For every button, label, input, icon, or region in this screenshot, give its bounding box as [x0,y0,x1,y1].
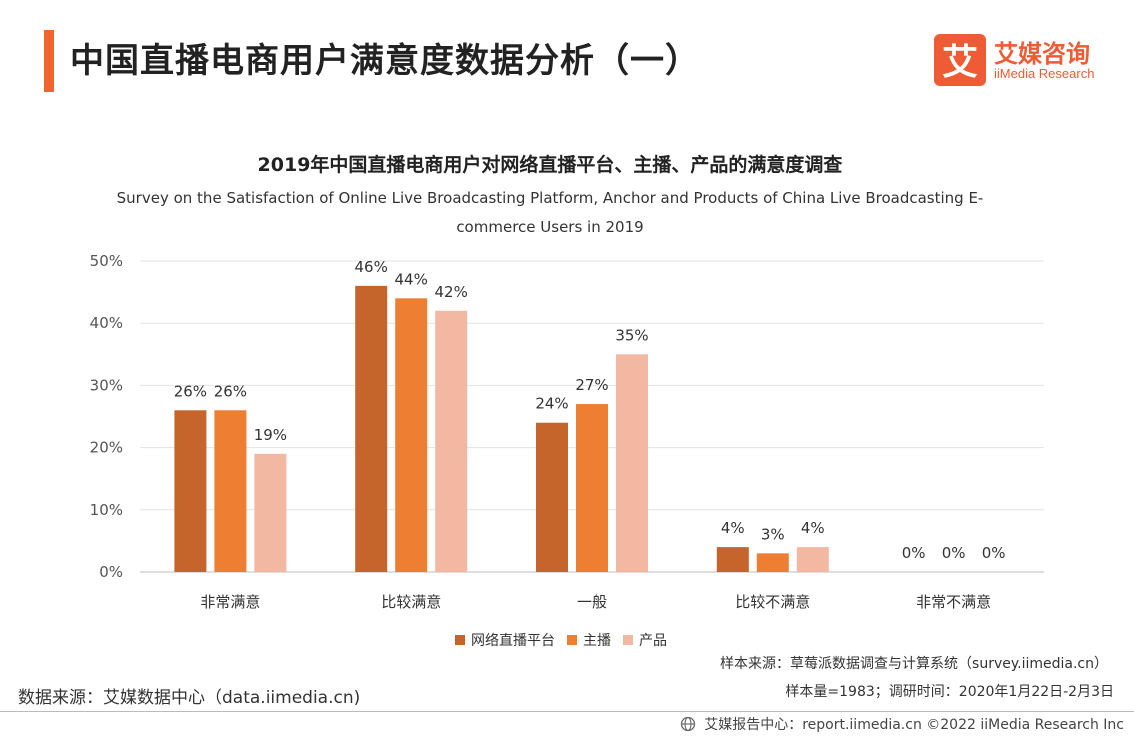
title-accent-bar [44,30,54,92]
data-label: 44% [395,270,428,288]
bar [254,453,287,572]
data-label: 35% [615,326,648,344]
data-label: 27% [575,376,608,394]
y-tick-label: 30% [90,376,123,394]
data-label: 0% [982,544,1006,562]
chart-subtitle: Survey on the Satisfaction of Online Liv… [116,189,984,236]
y-tick-label: 0% [99,563,123,581]
chart-title: 2019年中国直播电商用户对网络直播平台、主播、产品的满意度调查 [257,154,843,176]
data-label: 0% [942,544,966,562]
data-label: 0% [902,544,926,562]
chart-legend: 网络直播平台 主播 产品 [455,630,679,650]
x-tick-label: 非常满意 [200,593,260,611]
legend-label: 主播 [583,633,611,649]
bar [214,410,247,572]
logo-chinese-name: 艾媒咨询 [994,40,1090,68]
x-tick-label: 一般 [577,593,607,611]
legend-label: 网络直播平台 [471,633,555,649]
data-label: 19% [254,426,287,444]
bar [616,354,648,572]
y-tick-label: 50% [90,252,123,270]
y-tick-label: 10% [90,501,123,519]
y-tick-label: 40% [90,314,123,332]
data-label: 42% [435,283,468,301]
data-label: 4% [801,519,825,537]
data-label: 24% [535,395,568,413]
data-label: 3% [761,525,785,543]
logo-mark: 艾 [934,34,986,86]
sample-size-note: 样本量=1983；调研时间：2020年1月22日-2月3日 [785,684,1114,700]
data-source-note: 数据来源：艾媒数据中心（data.iimedia.cn) [18,688,361,708]
data-label: 26% [174,382,207,400]
bar [395,298,428,572]
footer: 艾媒报告中心：report.iimedia.cn ©2022 iiMedia R… [680,714,1124,734]
iimedia-logo[interactable]: 艾 艾媒咨询 iiMedia Research [934,34,1112,86]
sample-source-note: 样本来源：草莓派数据调查与计算系统（survey.iimedia.cn） [720,656,1108,672]
bar [716,547,749,572]
bar [756,553,789,572]
y-tick-label: 20% [90,439,123,457]
data-label: 4% [721,519,745,537]
x-tick-label: 比较不满意 [735,593,810,611]
legend-label: 产品 [639,633,667,649]
data-label: 46% [355,258,388,276]
legend-swatch [567,635,577,645]
bar [536,422,568,572]
legend-item: 产品 [623,630,667,650]
bar [796,547,829,572]
footer-divider [0,711,1134,712]
logo-english-name: iiMedia Research [994,66,1095,81]
bar [174,410,207,572]
data-label: 26% [214,382,247,400]
page-title: 中国直播电商用户满意度数据分析（一） [70,41,700,81]
legend-swatch [623,635,633,645]
footer-text: 艾媒报告中心：report.iimedia.cn ©2022 iiMedia R… [704,717,1124,733]
bar [576,404,608,572]
x-tick-label: 非常不满意 [916,593,991,611]
x-tick-label: 比较满意 [381,593,441,611]
legend-item: 网络直播平台 [455,630,555,650]
legend-item: 主播 [567,630,611,650]
legend-swatch [455,635,465,645]
globe-icon [680,716,695,732]
bar [355,285,388,572]
logo-glyph: 艾 [942,42,978,83]
bar [435,310,468,572]
